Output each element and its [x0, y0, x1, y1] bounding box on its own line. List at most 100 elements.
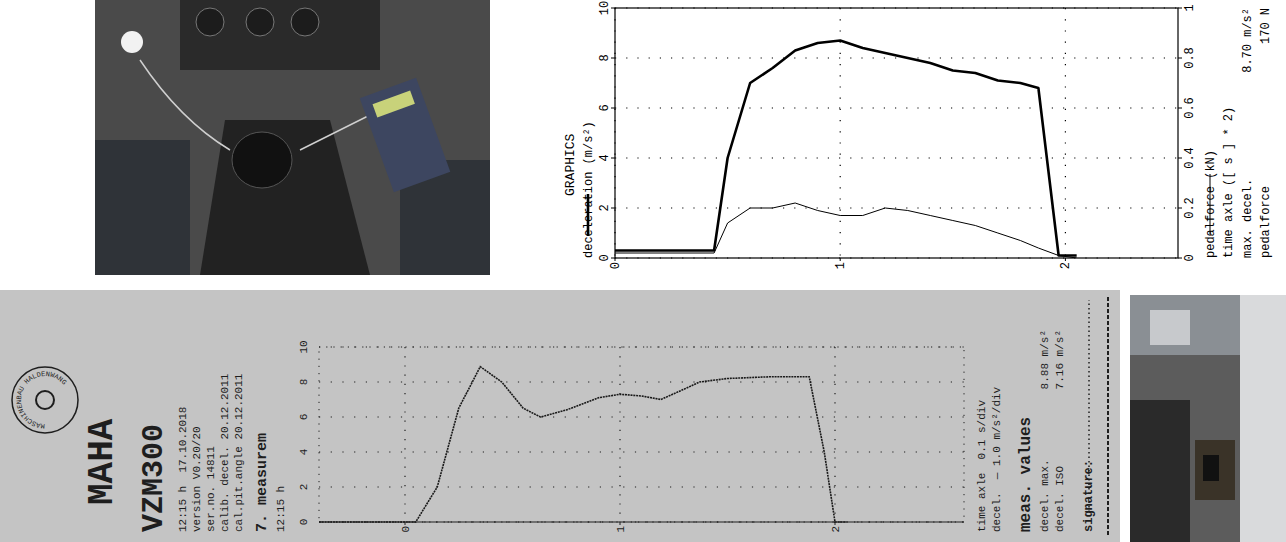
grid-line: [840, 8, 841, 258]
grid-line: [1065, 8, 1066, 258]
value-label: decel. ISO: [1054, 466, 1066, 532]
axis-title: time axle 0.1 s/div: [976, 400, 988, 532]
model: VZM300: [137, 424, 171, 532]
tick: [1178, 108, 1182, 109]
header-line: calib. decel. 20.12.2011: [219, 373, 231, 532]
annotation: 8.70 m/s²: [1241, 8, 1255, 73]
header-line: 12:15 h 17.10.2018: [177, 407, 189, 532]
photo-seat: [95, 140, 190, 275]
signature-line: [1088, 300, 1090, 512]
tick-label: 0: [598, 254, 612, 261]
grid-line: [615, 207, 1178, 208]
photo-phone: [1203, 455, 1219, 481]
data-line: [615, 203, 1077, 258]
photo-device-screen: [373, 91, 415, 118]
tick: [1178, 158, 1182, 159]
photo: [95, 0, 490, 275]
tick: [1178, 58, 1182, 59]
plot-frame: [319, 347, 964, 522]
tick-label: 0.2: [1183, 197, 1197, 219]
annotation: pedalforce: [1259, 186, 1273, 258]
tick-label: 2: [1059, 262, 1073, 269]
tick: [840, 258, 841, 261]
tick-label: 0.8: [1183, 47, 1197, 69]
photo-console: [200, 120, 370, 275]
photo-mat: [1195, 440, 1235, 500]
value-label: decel. max.: [1039, 459, 1051, 532]
plot-data: [615, 41, 1077, 259]
axis-title: pedalforce (kN): [1204, 150, 1218, 258]
photo-device: [360, 78, 451, 192]
grid-line: [319, 416, 964, 417]
header-line: ser.no. 14811: [205, 446, 217, 532]
logo: MASCHINENBAU HALDENWANG: [12, 367, 78, 433]
data-line: [615, 41, 1077, 256]
value-text: 8.88 m/s²: [1039, 330, 1051, 389]
grid-line: [615, 157, 1178, 158]
tick-label: 8: [598, 54, 612, 61]
grid-line: [615, 257, 1178, 258]
tick-label: 1: [834, 262, 848, 269]
tick: [1178, 258, 1182, 259]
grid-line: [319, 451, 964, 452]
grid-line: [834, 347, 835, 522]
legend-line: [587, 194, 590, 236]
tick-label: 10: [298, 340, 310, 353]
grid-line: [619, 347, 620, 522]
legend-line: [1210, 174, 1211, 236]
tick: [620, 522, 621, 525]
photo-knob: [291, 8, 319, 36]
tick-label: 0: [298, 519, 310, 526]
tick-label: 0: [1183, 254, 1197, 261]
grid-line: [615, 57, 1178, 58]
axis-title: deceleration (m/s²): [582, 121, 596, 258]
photo-door: [1240, 295, 1286, 542]
grid-line: [319, 381, 964, 382]
photo-knob: [196, 8, 224, 36]
grid-line: [404, 347, 405, 522]
tick-label: 1: [1183, 4, 1197, 11]
grid-line: [615, 7, 1178, 8]
photo-bg: [1130, 295, 1286, 542]
logo-gear: [36, 391, 54, 409]
logo-ring: [12, 367, 78, 433]
photo-seat: [1130, 400, 1190, 542]
tick-label: 8: [298, 379, 310, 386]
grid-line: [319, 486, 964, 487]
title: GRAPHICS: [563, 133, 578, 196]
tick-label: 4: [298, 448, 310, 455]
tick-label: 2: [298, 484, 310, 491]
paper: [0, 290, 1120, 542]
tick-label: 2: [598, 204, 612, 211]
tick-label: 6: [298, 414, 310, 421]
brand: MAHA: [82, 418, 123, 505]
photo-ball: [121, 31, 143, 53]
tick-label: 4: [598, 154, 612, 161]
grid-line: [614, 8, 615, 258]
plot-data: [319, 367, 846, 522]
tick-label: 2: [830, 526, 842, 533]
annotation: max. decel.: [1241, 179, 1255, 258]
grid-line: [615, 107, 1178, 108]
tick-label: 0.6: [1183, 97, 1197, 119]
logo-text: MASCHINENBAU HALDENWANG: [15, 370, 68, 430]
subtitle: 12:15 h: [275, 486, 287, 532]
tick: [1178, 208, 1182, 209]
photo: [1130, 295, 1286, 542]
plot-frame: [615, 8, 1178, 258]
photo-stereo: [1150, 310, 1190, 345]
rule: [1107, 297, 1109, 535]
tick: [615, 258, 616, 261]
axis-title: time axle ([ s ] * 2): [1222, 107, 1236, 258]
axis-title: decel. — 1.0 m/s²/div: [991, 386, 1003, 532]
chart-receipt: MASCHINENBAU HALDENWANG MAHA VZM300 12:15 h…: [0, 290, 1120, 542]
header-line: cal.pit.angle 20.12.2011: [233, 373, 245, 532]
value-text: 7.16 m/s²: [1054, 330, 1066, 389]
values-title: meas. values: [1017, 417, 1035, 532]
annotation: 170 N: [1259, 8, 1273, 44]
photo-panel: [180, 0, 380, 70]
photo-knob: [246, 8, 274, 36]
title: 7. measurem: [254, 433, 271, 532]
tick-label: 0.4: [1183, 147, 1197, 169]
chart-graphics: 024681000.20.40.60.81012GRAPHICSdecelera…: [563, 1, 1273, 269]
